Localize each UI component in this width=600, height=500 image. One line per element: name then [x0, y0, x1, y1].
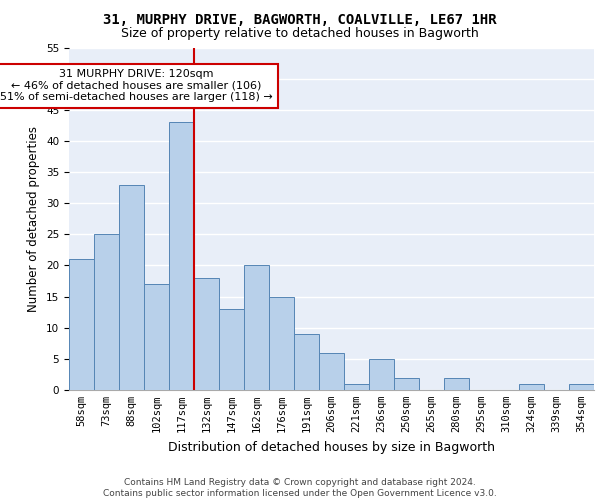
Bar — [119, 184, 144, 390]
Bar — [94, 234, 119, 390]
Bar — [444, 378, 469, 390]
X-axis label: Distribution of detached houses by size in Bagworth: Distribution of detached houses by size … — [168, 440, 495, 454]
Text: Contains HM Land Registry data © Crown copyright and database right 2024.
Contai: Contains HM Land Registry data © Crown c… — [103, 478, 497, 498]
Bar — [394, 378, 419, 390]
Bar — [69, 259, 94, 390]
Bar — [244, 266, 269, 390]
Bar — [369, 359, 394, 390]
Bar — [269, 296, 294, 390]
Text: 31, MURPHY DRIVE, BAGWORTH, COALVILLE, LE67 1HR: 31, MURPHY DRIVE, BAGWORTH, COALVILLE, L… — [103, 12, 497, 26]
Bar — [519, 384, 544, 390]
Bar — [569, 384, 594, 390]
Bar — [344, 384, 369, 390]
Text: 31 MURPHY DRIVE: 120sqm
← 46% of detached houses are smaller (106)
51% of semi-d: 31 MURPHY DRIVE: 120sqm ← 46% of detache… — [0, 70, 273, 102]
Bar — [169, 122, 194, 390]
Bar — [194, 278, 219, 390]
Text: Size of property relative to detached houses in Bagworth: Size of property relative to detached ho… — [121, 28, 479, 40]
Bar — [144, 284, 169, 390]
Bar — [294, 334, 319, 390]
Bar — [219, 309, 244, 390]
Y-axis label: Number of detached properties: Number of detached properties — [28, 126, 40, 312]
Bar — [319, 352, 344, 390]
